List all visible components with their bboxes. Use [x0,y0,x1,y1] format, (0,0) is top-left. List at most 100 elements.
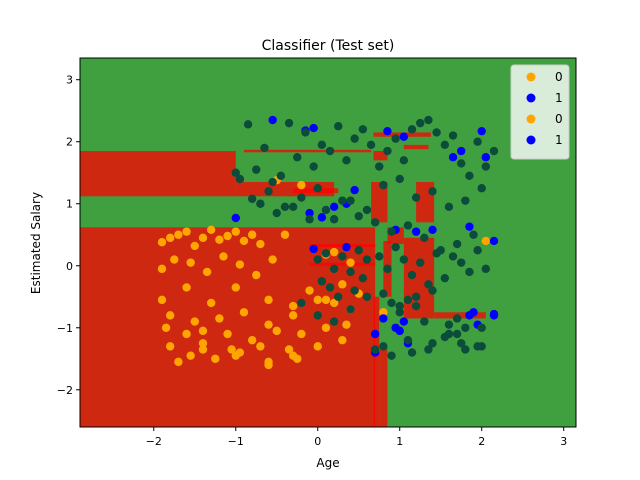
scatter-point [375,252,384,261]
legend-marker [526,93,536,103]
scatter-point [231,168,240,177]
scatter-point [239,308,249,317]
scatter-point [260,143,269,153]
scatter-point [252,165,261,174]
scatter-point [395,301,404,311]
region-class-0 [371,182,388,223]
scatter-point [198,326,208,336]
scatter-point [329,298,339,308]
scatter-point [321,295,331,305]
scatter-point [428,225,437,234]
region-class-0 [403,144,429,150]
scatter-point [284,118,294,128]
x-tick-label: 1 [396,435,403,448]
scatter-point [276,171,286,181]
scatter-point [424,345,433,354]
region-class-0 [379,349,388,427]
scatter-point [416,258,425,267]
scatter-point [465,171,474,181]
scatter-point [198,339,208,348]
region-class-0 [80,151,236,197]
scatter-point [457,159,466,168]
scatter-point [227,345,236,354]
scatter-point [206,298,216,308]
y-tick-label: 0 [66,260,73,273]
x-tick-label: −1 [228,435,244,448]
scatter-point [420,233,429,243]
scatter-point [387,298,396,308]
scatter-point [481,162,491,171]
y-tick-label: 3 [66,74,73,87]
scatter-point [309,244,318,254]
scatter-point [329,317,339,326]
scatter-point [379,308,388,317]
scatter-point [272,208,281,218]
scatter-point [256,199,265,208]
scatter-point [334,122,343,131]
scatter-point [334,292,343,301]
scatter-point [182,283,191,292]
scatter-point [247,335,257,345]
scatter-point [432,249,441,258]
scatter-point [235,260,245,269]
scatter-point [440,273,450,283]
scatter-point [375,162,384,171]
scatter-point [190,241,199,251]
scatter-point [329,202,339,212]
chart-title: Classifier (Test set) [262,38,395,54]
scatter-point [395,326,404,336]
scatter-point [256,239,265,249]
scatter-point [161,323,171,332]
scatter-point [206,225,216,234]
scatter-point [457,258,466,267]
scatter-point [457,146,466,156]
scatter-point [338,252,347,261]
legend-label: 1 [555,91,563,105]
scatter-point [317,277,327,286]
scatter-point [235,174,245,184]
scatter-point [313,295,322,305]
scatter-point [444,329,454,339]
axes: −2 −1 0 1 2 3 −2 −1 0 1 2 3 [57,57,577,448]
scatter-point [399,132,409,141]
scatter-point [252,270,261,280]
scatter-point [452,314,462,323]
scatter-point [202,267,212,277]
scatter-point [243,120,253,129]
scatter-point [489,309,499,319]
region-class-0 [434,312,486,319]
scatter-point [424,115,433,125]
scatter-point [469,230,478,239]
region-class-0 [373,151,388,161]
scatter-point [305,286,314,295]
scatter-point [411,193,421,202]
scatter-point [416,118,425,128]
scatter-point [395,308,404,317]
scatter-point [325,283,335,292]
scatter-point [268,255,277,264]
scatter-point [448,153,458,162]
plot-area [80,58,576,427]
scatter-point [297,329,306,339]
scatter-point [288,301,298,311]
scatter-point [313,184,322,193]
scatter-point [342,242,351,252]
scatter-point [350,185,359,195]
scatter-point [461,345,470,354]
y-tick-label: 2 [66,136,73,149]
scatter-point [174,230,183,239]
scatter-point [452,239,462,249]
x-axis-label: Age [316,456,339,470]
scatter-point [358,273,368,283]
scatter-point [387,227,396,236]
scatter-point [489,236,499,246]
scatter-point [256,342,265,351]
scatter-point [215,235,224,244]
scatter-point [231,283,240,292]
region-class-0 [309,262,376,266]
scatter-point [379,314,388,323]
scatter-point [219,252,228,261]
scatter-point [305,208,314,218]
scatter-point [477,323,486,332]
scatter-point [391,134,400,143]
